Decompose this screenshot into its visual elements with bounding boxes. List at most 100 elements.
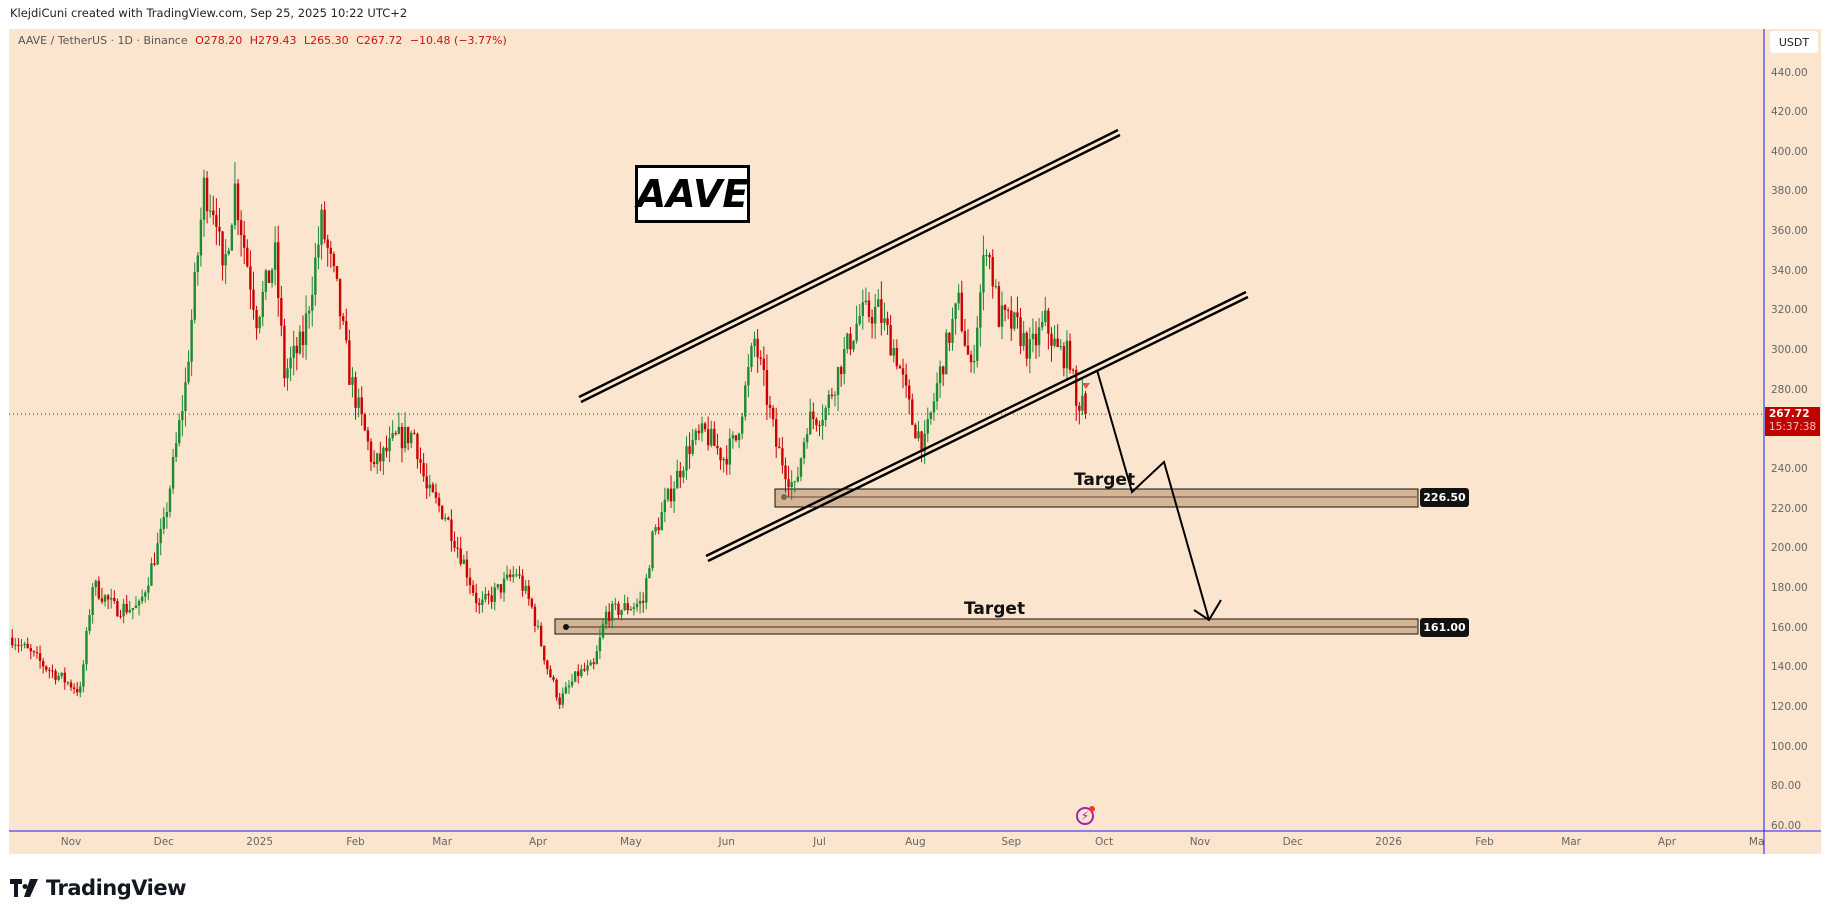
candle-body <box>298 331 302 354</box>
candle-body <box>453 540 456 548</box>
candle-body <box>589 662 592 666</box>
candle-body <box>827 394 830 409</box>
candle-body <box>159 528 162 544</box>
candle-body <box>332 253 336 267</box>
price-tick-label: 140.00 <box>1771 661 1808 674</box>
lightning-event-icon[interactable]: ⚡ <box>1076 806 1095 825</box>
candle-body <box>1059 346 1062 348</box>
candle-body <box>691 439 694 454</box>
candle-body <box>908 385 911 400</box>
candle-body <box>147 585 150 593</box>
aave-title-box[interactable]: AAVE <box>635 165 750 223</box>
candle-body <box>960 292 963 332</box>
upper-channel-line <box>580 133 1121 404</box>
price-tick-label: 300.00 <box>1771 344 1808 357</box>
candle-body <box>348 340 351 385</box>
candle-body <box>617 603 620 615</box>
candle-body <box>1000 305 1004 327</box>
candle-body <box>796 476 800 482</box>
candle-body <box>740 416 744 434</box>
candle-body <box>329 247 333 254</box>
high-value: H279.43 <box>249 34 297 47</box>
candle-body <box>1068 340 1072 370</box>
candle-body <box>440 505 444 519</box>
candle-body <box>846 333 849 350</box>
candle-body <box>750 346 753 368</box>
target-label-2[interactable]: Target <box>964 599 1026 619</box>
candle-body <box>94 580 97 588</box>
candle-body <box>799 458 803 477</box>
candle-body <box>376 453 379 465</box>
candle-body <box>208 210 212 212</box>
candle-body <box>889 325 892 356</box>
candle-body <box>1037 327 1041 346</box>
candle-body <box>898 366 902 369</box>
candle-body <box>734 435 738 441</box>
candle-body <box>1053 338 1056 346</box>
candle-body <box>168 488 172 513</box>
candle-body <box>270 269 274 283</box>
price-tick-label: 440.00 <box>1771 66 1808 79</box>
price-tick-label: 100.00 <box>1771 740 1808 753</box>
chart-area[interactable] <box>9 29 1821 854</box>
candle-body <box>35 652 39 654</box>
candle-body <box>20 645 23 647</box>
last-price-tag: 267.72 15:37:38 <box>1765 407 1820 436</box>
candle-body <box>775 419 778 447</box>
candle-body <box>1022 332 1025 347</box>
target-label-1[interactable]: Target <box>1074 470 1136 490</box>
arrow-head-icon <box>1193 599 1222 622</box>
candle-body <box>227 250 230 254</box>
candle-body <box>765 370 769 405</box>
candle-body <box>564 687 568 694</box>
candle-body <box>700 423 704 434</box>
candle-body <box>1071 369 1075 371</box>
candle-body <box>567 685 571 688</box>
candle-body <box>11 637 14 646</box>
candle-body <box>530 599 534 607</box>
candle-body <box>515 574 518 576</box>
candle-body <box>635 603 639 608</box>
candle-body <box>471 585 475 593</box>
alert-marker-icon <box>1082 383 1090 389</box>
candle-body <box>400 426 404 449</box>
candle-body <box>790 482 793 488</box>
candle-body <box>437 497 441 506</box>
time-axis[interactable]: Nov Dec 2025 Feb Mar Apr May Jun Jul Aug Sep Oct Nov… <box>9 832 1764 852</box>
candle-body <box>642 600 645 603</box>
candle-body <box>932 401 936 413</box>
candle-body <box>598 637 602 652</box>
candle-body <box>366 430 370 442</box>
candle-body <box>252 289 255 310</box>
candle-body <box>116 601 119 617</box>
candle-body <box>595 651 599 665</box>
candle-body <box>805 434 809 443</box>
time-tick-label: May <box>1748 836 1764 848</box>
candle-body <box>1025 332 1028 359</box>
candle-body <box>784 465 787 480</box>
candle-body <box>994 286 998 288</box>
candle-body <box>431 484 435 493</box>
candle-body <box>737 433 741 441</box>
candle-body <box>326 239 329 248</box>
candle-body <box>307 310 311 314</box>
candle-body <box>351 377 354 385</box>
candle-body <box>521 575 524 591</box>
time-tick-label: Mar <box>432 836 453 848</box>
time-tick-label: Nov <box>60 836 82 848</box>
candle-body <box>174 443 178 458</box>
candle-body <box>1056 338 1059 348</box>
price-tick-label: 80.00 <box>1771 780 1802 793</box>
candle-body <box>991 257 994 287</box>
candle-body <box>221 231 224 266</box>
tradingview-logo-icon <box>10 879 38 897</box>
logo-text: TradingView <box>46 876 186 900</box>
candle-body <box>54 670 57 680</box>
candle-body <box>69 682 73 688</box>
candle-body <box>190 319 193 362</box>
candle-body <box>481 599 484 605</box>
candle-body <box>403 426 407 449</box>
tradingview-logo[interactable]: TradingView <box>10 876 186 900</box>
candle-body <box>48 669 51 671</box>
currency-button[interactable]: USDT <box>1770 31 1818 53</box>
